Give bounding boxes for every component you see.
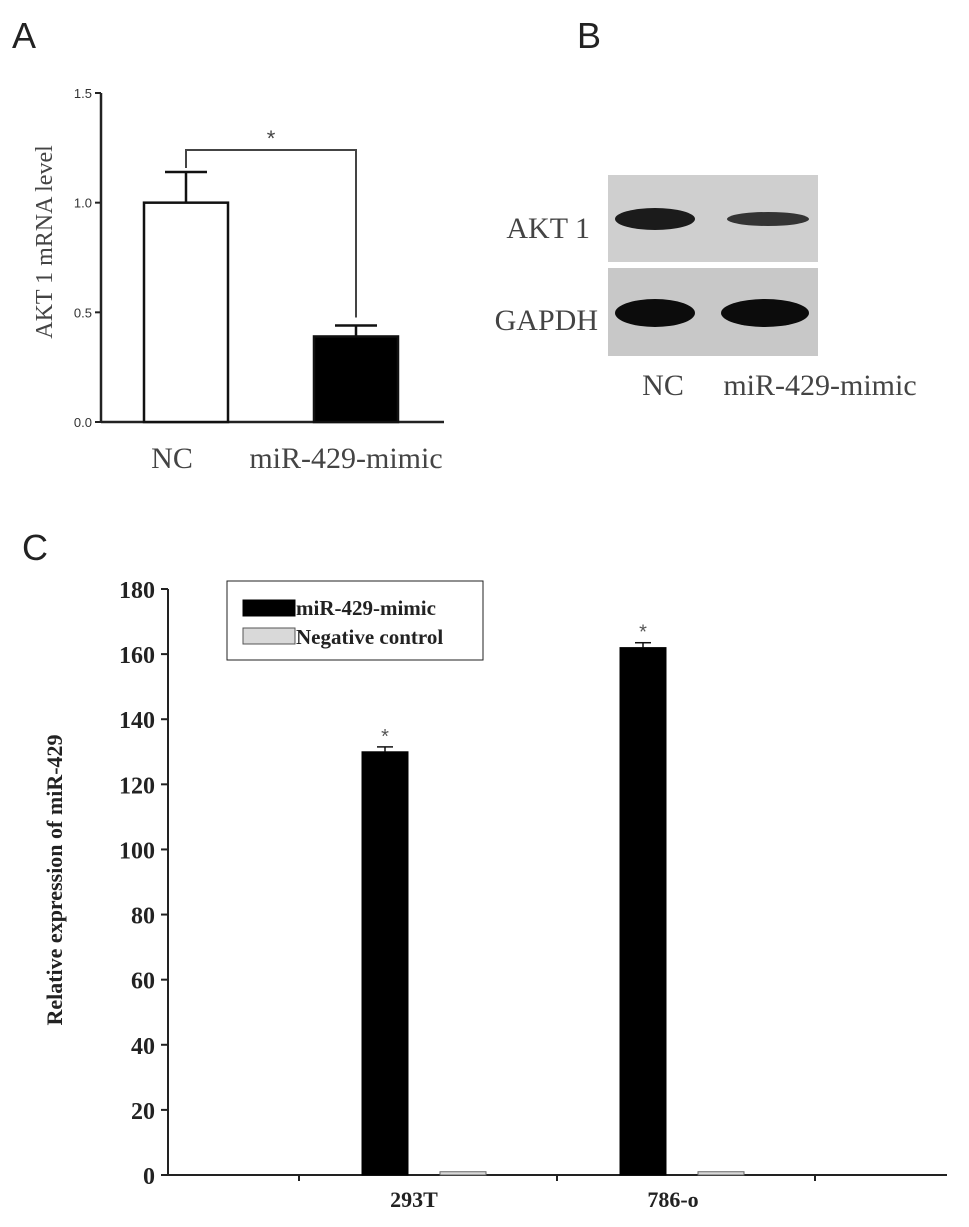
panel-c-y-tick-label: 40: [131, 1034, 155, 1060]
blot-band-gapdh-nc: [615, 299, 695, 327]
panel-c-bar-negative-control: [439, 1171, 487, 1176]
panel-c-x-tick-label: 786-o: [647, 1187, 698, 1212]
legend-label-negative-control: Negative control: [296, 625, 443, 649]
panel-a-y-axis-title: AKT 1 mRNA level: [32, 145, 58, 339]
panel-c-y-tick-label: 60: [131, 969, 155, 995]
panel-a-significance-bracket: [185, 149, 357, 318]
panel-letter-b: B: [577, 15, 601, 56]
panel-c-y-tick-label: 80: [131, 904, 155, 930]
legend-box: [226, 580, 484, 661]
legend-swatch-mimic: [242, 599, 296, 617]
panel-c-y-axis-title: Relative expression of miR-429: [42, 734, 67, 1025]
panel-c-y-tick-label: 0: [143, 1164, 155, 1190]
panel-c-bar-negative-control: [697, 1171, 745, 1176]
panel-c-significance-star: *: [639, 622, 647, 644]
panel-c-bar-mimic: [619, 647, 667, 1176]
panel-a-y-tick-label: 1.0: [74, 196, 92, 211]
panel-c-y-tick-label: 180: [119, 578, 155, 604]
panel-c-y-tick-label: 120: [119, 773, 155, 799]
blot-band-gapdh-mimic: [721, 299, 809, 327]
panel-letter-c: C: [22, 527, 48, 568]
panel-a-y-tick-label: 0.0: [74, 415, 92, 430]
panel-b-western-blot: AKT 1 GAPDH NC miR-429-mimic: [495, 175, 917, 402]
panel-a-bar: [312, 335, 400, 424]
panel-c-x-tick-label: 293T: [390, 1187, 438, 1212]
panel-c-y-tick-label: 20: [131, 1099, 155, 1125]
panel-c-y-tick-label: 100: [119, 838, 155, 864]
panel-a-x-tick-label: miR-429-mimic: [249, 442, 442, 475]
panel-a-y-tick-label: 0.5: [74, 305, 92, 320]
panel-a-bar: [142, 201, 230, 424]
blot-band-akt1-mimic: [727, 212, 809, 226]
panel-a-x-tick-label: NC: [151, 442, 193, 475]
legend-swatch-negative-control: [242, 627, 296, 645]
blot-lane-label-nc: NC: [642, 369, 684, 402]
legend-label-mimic: miR-429-mimic: [296, 596, 436, 620]
panel-letter-a: A: [12, 15, 36, 56]
panel-c-chart: Relative expression of miR-429 0 20 40 60 80…: [42, 578, 947, 1212]
blot-band-akt1-nc: [615, 208, 695, 230]
blot-label-akt1: AKT 1: [506, 212, 590, 245]
panel-a-chart: AKT 1 mRNA level 0.0 0.5 1.0 1.5 NC miR-429-m…: [32, 86, 444, 475]
blot-label-gapdh: GAPDH: [495, 304, 598, 337]
panel-c-significance-star: *: [381, 726, 389, 748]
panel-c-y-tick-label: 140: [119, 708, 155, 734]
panel-c-legend: miR-429-mimic Negative control: [226, 580, 484, 661]
panel-a-significance-star: *: [267, 126, 276, 151]
panel-c-y-tick-label: 160: [119, 643, 155, 669]
blot-lane-label-mimic: miR-429-mimic: [723, 369, 916, 402]
panel-c-bar-mimic: [361, 751, 409, 1176]
panel-a-y-tick-label: 1.5: [74, 86, 92, 101]
